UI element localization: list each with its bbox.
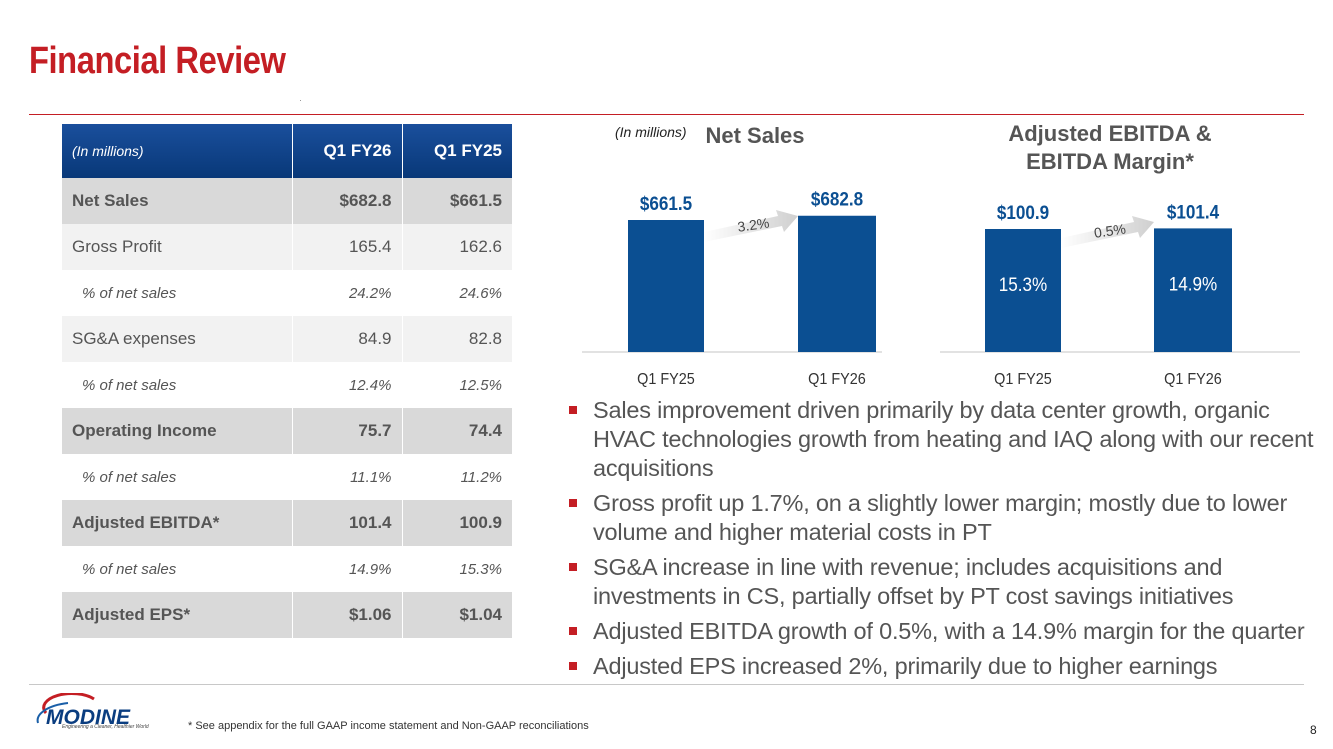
table-body: Net Sales $682.8 $661.5 Gross Profit 165.4 16… bbox=[62, 178, 512, 638]
chart-unit-note: (In millions) bbox=[615, 124, 687, 140]
x-tick-label: Q1 FY26 bbox=[808, 370, 866, 388]
footer-divider bbox=[29, 684, 1304, 685]
table-row: % of net sales 24.2% 24.6% bbox=[62, 270, 512, 316]
financial-table: (In millions) Q1 FY26 Q1 FY25 Net Sales $… bbox=[62, 124, 512, 638]
table-row: Adjusted EPS* $1.06 $1.04 bbox=[62, 592, 512, 638]
table-row: Net Sales $682.8 $661.5 bbox=[62, 178, 512, 224]
growth-label: 3.2% bbox=[736, 215, 770, 235]
value-q1fy25: 12.5% bbox=[402, 362, 512, 408]
net-sales-chart-title: Net Sales bbox=[705, 123, 805, 148]
bullet-item: SG&A increase in line with revenue; incl… bbox=[566, 553, 1326, 611]
value-q1fy25: $661.5 bbox=[402, 178, 512, 224]
bar-q1-fy25 bbox=[628, 220, 704, 352]
row-label: Gross Profit bbox=[62, 224, 293, 270]
value-q1fy26: 165.4 bbox=[292, 224, 403, 270]
page-number: 8 bbox=[1310, 723, 1317, 737]
row-label: SG&A expenses bbox=[62, 316, 293, 362]
value-q1fy26: $1.06 bbox=[292, 592, 403, 638]
page-title: Financial Review bbox=[29, 40, 286, 82]
margin-label: 15.3% bbox=[999, 274, 1047, 295]
bar-q1-fy26 bbox=[1154, 228, 1232, 352]
bullet-text: Sales improvement driven primarily by da… bbox=[593, 397, 1314, 481]
value-q1fy26: 11.1% bbox=[292, 454, 403, 500]
charts-canvas: $661.5 Q1 FY25 $682.8 Q1 FY26 3.2% $100.9 Q1 F… bbox=[582, 189, 1300, 388]
bullet-marker-icon bbox=[569, 662, 577, 670]
bar-value-label: $661.5 bbox=[640, 193, 692, 214]
key-points-list: Sales improvement driven primarily by da… bbox=[566, 396, 1326, 687]
bullet-item: Adjusted EBITDA growth of 0.5%, with a 1… bbox=[566, 617, 1326, 646]
value-q1fy25: 162.6 bbox=[402, 224, 512, 270]
row-label: % of net sales bbox=[62, 546, 293, 592]
row-label: % of net sales bbox=[62, 362, 293, 408]
value-q1fy25: 11.2% bbox=[402, 454, 512, 500]
value-q1fy26: 12.4% bbox=[292, 362, 403, 408]
table-row: Gross Profit 165.4 162.6 bbox=[62, 224, 512, 270]
x-tick-label: Q1 FY25 bbox=[994, 370, 1052, 388]
table-row: % of net sales 14.9% 15.3% bbox=[62, 546, 512, 592]
value-q1fy26: 14.9% bbox=[292, 546, 403, 592]
row-label: Adjusted EBITDA* bbox=[62, 500, 293, 546]
growth-label: 0.5% bbox=[1093, 221, 1127, 241]
table-row: % of net sales 12.4% 12.5% bbox=[62, 362, 512, 408]
bar-value-label: $101.4 bbox=[1167, 202, 1219, 223]
bullet-marker-icon bbox=[569, 563, 577, 571]
growth-arrow-icon bbox=[1061, 216, 1154, 248]
column-header-q1fy26: Q1 FY26 bbox=[292, 124, 403, 178]
row-label: Operating Income bbox=[62, 408, 293, 454]
bar-value-label: $682.8 bbox=[811, 189, 863, 210]
value-q1fy25: $1.04 bbox=[402, 592, 512, 638]
row-label: Adjusted EPS* bbox=[62, 592, 293, 638]
ebitda-chart-title: Adjusted EBITDA & EBITDA Margin* bbox=[980, 120, 1240, 176]
row-label: % of net sales bbox=[62, 270, 293, 316]
value-q1fy26: 101.4 bbox=[292, 500, 403, 546]
value-q1fy25: 100.9 bbox=[402, 500, 512, 546]
margin-label: 14.9% bbox=[1169, 274, 1217, 295]
x-tick-label: Q1 FY26 bbox=[1164, 370, 1222, 388]
bullet-text: Adjusted EPS increased 2%, primarily due… bbox=[593, 653, 1218, 679]
table-row: Adjusted EBITDA* 101.4 100.9 bbox=[62, 500, 512, 546]
column-header-q1fy25: Q1 FY25 bbox=[402, 124, 512, 178]
bullet-marker-icon bbox=[569, 499, 577, 507]
bullet-text: Gross profit up 1.7%, on a slightly lowe… bbox=[593, 490, 1288, 545]
value-q1fy26: $682.8 bbox=[292, 178, 403, 224]
bar-q1-fy26 bbox=[798, 215, 876, 352]
logo-text: MODINE bbox=[46, 706, 131, 727]
bullet-marker-icon bbox=[569, 627, 577, 635]
table-row: Operating Income 75.7 74.4 bbox=[62, 408, 512, 454]
bar-value-label: $100.9 bbox=[997, 202, 1049, 223]
value-q1fy25: 24.6% bbox=[402, 270, 512, 316]
value-q1fy25: 74.4 bbox=[402, 408, 512, 454]
ebitda-chart-title-line2: EBITDA Margin* bbox=[1026, 149, 1194, 174]
footnote: * See appendix for the full GAAP income … bbox=[188, 720, 589, 732]
table-row: % of net sales 11.1% 11.2% bbox=[62, 454, 512, 500]
bullet-text: Adjusted EBITDA growth of 0.5%, with a 1… bbox=[593, 618, 1305, 644]
bullet-item: Adjusted EPS increased 2%, primarily due… bbox=[566, 652, 1326, 681]
bullet-marker-icon bbox=[569, 406, 577, 414]
logo-tagline: Engineering a Cleaner, Healthier World bbox=[62, 724, 149, 730]
table-header-row: (In millions) Q1 FY26 Q1 FY25 bbox=[62, 124, 512, 178]
unit-label-header: (In millions) bbox=[62, 124, 293, 178]
bar-q1-fy25 bbox=[985, 229, 1061, 352]
value-q1fy26: 75.7 bbox=[292, 408, 403, 454]
growth-arrow-icon bbox=[704, 210, 798, 242]
x-tick-label: Q1 FY25 bbox=[637, 370, 695, 388]
bullet-item: Sales improvement driven primarily by da… bbox=[566, 396, 1326, 483]
value-q1fy25: 82.8 bbox=[402, 316, 512, 362]
row-label: % of net sales bbox=[62, 454, 293, 500]
value-q1fy26: 24.2% bbox=[292, 270, 403, 316]
bullet-item: Gross profit up 1.7%, on a slightly lowe… bbox=[566, 489, 1326, 547]
value-q1fy26: 84.9 bbox=[292, 316, 403, 362]
modine-logo: MODINE bbox=[36, 693, 131, 727]
bullet-text: SG&A increase in line with revenue; incl… bbox=[593, 554, 1234, 609]
divider-dot bbox=[300, 100, 301, 101]
table-row: SG&A expenses 84.9 82.8 bbox=[62, 316, 512, 362]
title-divider bbox=[29, 114, 1304, 115]
ebitda-chart-title-line1: Adjusted EBITDA & bbox=[1008, 121, 1212, 146]
value-q1fy25: 15.3% bbox=[402, 546, 512, 592]
row-label: Net Sales bbox=[62, 178, 293, 224]
